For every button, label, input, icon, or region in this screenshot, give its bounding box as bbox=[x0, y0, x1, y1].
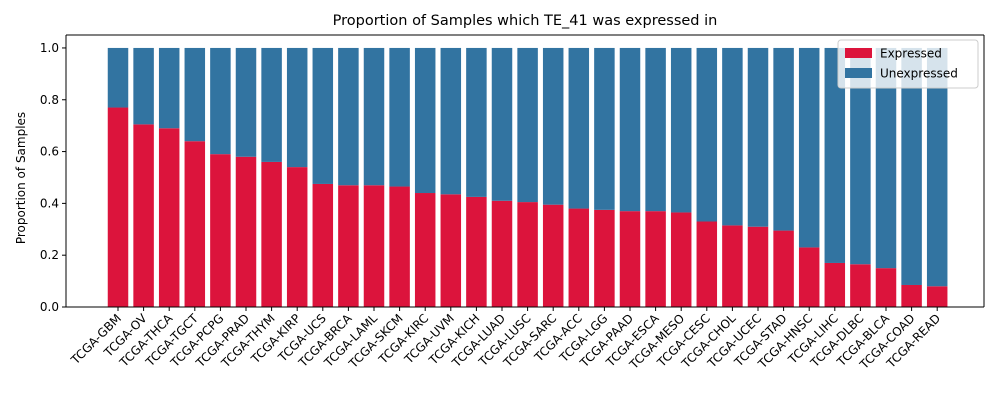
bar-unexpressed-tcga-tgct bbox=[184, 47, 206, 142]
bar-unexpressed-tcga-lgg bbox=[594, 47, 615, 210]
bar-unexpressed-tcga-ucs bbox=[312, 47, 334, 184]
bar-unexpressed-tcga-esca bbox=[645, 47, 666, 212]
bar-expressed-tcga-kirc bbox=[414, 193, 436, 307]
bar-unexpressed-tcga-meso bbox=[670, 47, 692, 213]
bar-expressed-tcga-ucs bbox=[312, 183, 334, 307]
bar-unexpressed-tcga-brca bbox=[338, 47, 359, 186]
legend-label-expressed: Expressed bbox=[880, 47, 942, 61]
bar-expressed-tcga-paad bbox=[619, 211, 641, 307]
bar-unexpressed-tcga-luad bbox=[491, 47, 513, 201]
bar-unexpressed-tcga-paad bbox=[619, 47, 641, 212]
bar-unexpressed-tcga-skcm bbox=[389, 47, 410, 187]
bar-expressed-tcga-lusc bbox=[517, 202, 538, 307]
bar-expressed-tcga-ov bbox=[133, 124, 154, 308]
bar-expressed-tcga-meso bbox=[670, 212, 692, 307]
chart-title: Proportion of Samples which TE_41 was ex… bbox=[333, 13, 718, 29]
bar-unexpressed-tcga-kirc bbox=[414, 47, 436, 194]
bar-expressed-tcga-thca bbox=[158, 128, 180, 307]
bar-unexpressed-tcga-chol bbox=[722, 47, 743, 226]
bar-unexpressed-tcga-uvm bbox=[440, 47, 462, 195]
y-axis-label: Proportion of Samples bbox=[14, 112, 28, 244]
bar-unexpressed-tcga-pcpg bbox=[210, 47, 231, 155]
bar-expressed-tcga-tgct bbox=[184, 141, 206, 307]
bar-expressed-tcga-kich bbox=[466, 196, 487, 307]
bar-expressed-tcga-uvm bbox=[440, 194, 462, 307]
bar-expressed-tcga-cesc bbox=[696, 221, 718, 307]
legend-box bbox=[837, 39, 979, 89]
legend-swatch-unexpressed bbox=[845, 68, 872, 78]
bar-expressed-tcga-chol bbox=[722, 225, 743, 307]
bar-unexpressed-tcga-hnsc bbox=[798, 47, 820, 248]
bar-unexpressed-tcga-cesc bbox=[696, 47, 718, 222]
bar-unexpressed-tcga-thca bbox=[158, 47, 180, 129]
y-tick-label: 0.4 bbox=[40, 196, 59, 210]
bar-expressed-tcga-kirp bbox=[286, 167, 308, 307]
bar-unexpressed-tcga-kirp bbox=[286, 47, 308, 168]
bar-unexpressed-tcga-stad bbox=[773, 47, 794, 231]
bar-unexpressed-tcga-lusc bbox=[517, 47, 538, 203]
bar-unexpressed-tcga-gbm bbox=[107, 47, 129, 108]
bar-expressed-tcga-brca bbox=[338, 185, 359, 307]
bar-unexpressed-tcga-prad bbox=[235, 47, 257, 157]
y-tick-label: 0.8 bbox=[40, 93, 59, 107]
bar-expressed-tcga-sarc bbox=[542, 204, 564, 307]
bar-unexpressed-tcga-kich bbox=[466, 47, 487, 197]
bar-expressed-tcga-gbm bbox=[107, 107, 129, 307]
bar-unexpressed-tcga-thym bbox=[261, 47, 282, 162]
bar-unexpressed-tcga-ucec bbox=[747, 47, 769, 227]
bar-expressed-tcga-ucec bbox=[747, 226, 769, 307]
y-tick-label: 0.6 bbox=[40, 145, 59, 159]
bar-unexpressed-tcga-dlbc bbox=[850, 47, 871, 265]
bar-unexpressed-tcga-coad bbox=[901, 47, 922, 285]
bars-layer bbox=[107, 47, 948, 308]
y-tick-label: 0.0 bbox=[40, 300, 59, 314]
bar-expressed-tcga-luad bbox=[491, 200, 513, 307]
bar-unexpressed-tcga-blca bbox=[875, 47, 897, 269]
legend-label-unexpressed: Unexpressed bbox=[880, 67, 958, 81]
bar-unexpressed-tcga-acc bbox=[568, 47, 590, 209]
bar-expressed-tcga-esca bbox=[645, 211, 666, 307]
axes-layer: 0.00.20.40.60.81.0TCGA-GBMTCGA-OVTCGA-TH… bbox=[40, 34, 985, 372]
bar-expressed-tcga-prad bbox=[235, 156, 257, 307]
bar-expressed-tcga-thym bbox=[261, 161, 282, 307]
bar-expressed-tcga-blca bbox=[875, 268, 897, 307]
bar-expressed-tcga-coad bbox=[901, 284, 922, 307]
legend: Expressed Unexpressed bbox=[837, 39, 979, 89]
bar-unexpressed-tcga-ov bbox=[133, 47, 154, 125]
bar-expressed-tcga-lihc bbox=[824, 262, 846, 307]
bar-expressed-tcga-lgg bbox=[594, 209, 615, 307]
bar-expressed-tcga-dlbc bbox=[850, 264, 871, 307]
bar-expressed-tcga-read bbox=[926, 286, 948, 307]
bar-expressed-tcga-skcm bbox=[389, 186, 410, 307]
bar-unexpressed-tcga-laml bbox=[363, 47, 385, 186]
bar-expressed-tcga-acc bbox=[568, 208, 590, 307]
bar-unexpressed-tcga-read bbox=[926, 47, 948, 287]
bar-expressed-tcga-pcpg bbox=[210, 154, 231, 307]
y-tick-label: 0.2 bbox=[40, 248, 59, 262]
bar-unexpressed-tcga-lihc bbox=[824, 47, 846, 263]
bar-unexpressed-tcga-sarc bbox=[542, 47, 564, 205]
bar-expressed-tcga-laml bbox=[363, 185, 385, 307]
bar-expressed-tcga-hnsc bbox=[798, 247, 820, 307]
legend-swatch-expressed bbox=[845, 48, 872, 58]
bar-expressed-tcga-stad bbox=[773, 230, 794, 307]
y-tick-label: 1.0 bbox=[40, 41, 59, 55]
